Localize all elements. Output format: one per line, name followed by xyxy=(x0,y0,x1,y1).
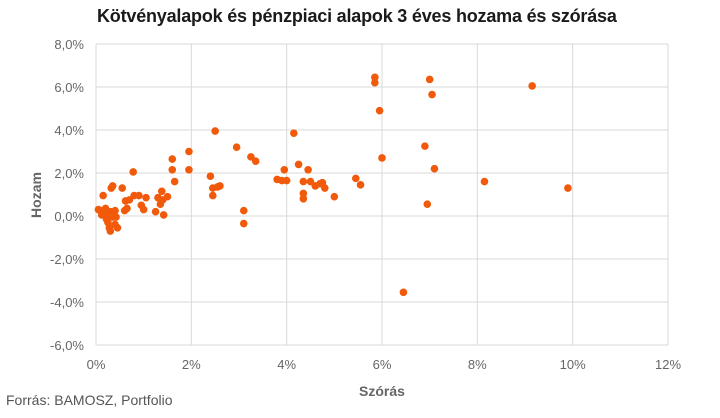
data-point xyxy=(163,192,172,201)
data-point xyxy=(564,184,572,192)
chart-title: Kötvényalapok és pénzpiaci alapok 3 éves… xyxy=(97,6,617,26)
data-point xyxy=(428,90,436,99)
data-point xyxy=(399,288,408,297)
data-point xyxy=(371,73,379,82)
data-point xyxy=(294,160,303,169)
data-point xyxy=(206,172,215,181)
data-point xyxy=(321,184,329,192)
data-point xyxy=(239,219,248,228)
data-point xyxy=(330,192,339,201)
x-tick-label: 2% xyxy=(182,357,201,372)
x-tick-label: 8% xyxy=(468,357,487,372)
data-point xyxy=(351,174,360,183)
y-tick-label: 6,0% xyxy=(54,80,84,95)
data-point xyxy=(299,177,308,186)
x-tick-label: 4% xyxy=(277,357,296,372)
x-tick-label: 6% xyxy=(373,357,392,372)
data-point xyxy=(282,176,291,185)
data-point xyxy=(528,82,536,90)
data-point xyxy=(142,193,150,202)
data-point xyxy=(430,164,439,173)
data-point xyxy=(108,182,117,190)
source-note: Forrás: BAMOSZ, Portfolio xyxy=(6,392,173,408)
y-tick-label: 8,0% xyxy=(54,37,84,52)
data-point xyxy=(280,165,289,174)
data-point xyxy=(299,189,308,198)
data-point xyxy=(99,191,107,200)
data-point xyxy=(139,205,148,214)
data-point xyxy=(299,195,308,203)
data-point xyxy=(304,165,312,174)
data-point xyxy=(102,215,111,224)
data-point xyxy=(108,213,117,221)
data-point xyxy=(123,204,131,213)
data-point xyxy=(185,165,193,174)
data-point xyxy=(185,147,193,156)
data-point xyxy=(232,143,241,151)
y-tick-label: 4,0% xyxy=(54,123,84,138)
data-point xyxy=(135,191,143,200)
y-tick-label: 2,0% xyxy=(54,166,84,181)
data-point xyxy=(211,127,219,135)
data-points xyxy=(94,73,572,297)
data-point xyxy=(251,157,260,165)
data-point xyxy=(208,191,217,200)
y-tick-label: -2,0% xyxy=(50,252,84,267)
data-point xyxy=(106,227,115,235)
x-tick-label: 0% xyxy=(87,357,106,372)
data-point xyxy=(111,206,119,215)
x-axis-title: Szórás xyxy=(359,383,405,399)
y-axis-title: Hozam xyxy=(28,172,44,218)
data-point xyxy=(168,165,177,174)
x-tick-label: 10% xyxy=(560,357,586,372)
data-point xyxy=(170,177,179,186)
data-point xyxy=(157,187,166,196)
x-axis-ticks: 0% 2% 4% 6% 8% 10% 12% xyxy=(87,357,682,372)
data-point xyxy=(480,177,489,186)
data-point xyxy=(239,206,248,215)
data-point xyxy=(378,154,386,162)
data-point xyxy=(151,207,160,216)
y-tick-label: -6,0% xyxy=(50,338,84,353)
data-point xyxy=(159,211,168,219)
data-point xyxy=(425,75,434,84)
data-point xyxy=(290,129,298,138)
data-point xyxy=(168,155,177,163)
y-tick-label: 0,0% xyxy=(54,209,84,224)
data-point xyxy=(423,200,432,208)
data-point xyxy=(129,168,137,176)
data-point xyxy=(371,78,379,87)
data-point xyxy=(421,142,429,150)
y-tick-label: -4,0% xyxy=(50,295,84,310)
data-point xyxy=(375,106,384,115)
y-axis-ticks: 8,0% 6,0% 4,0% 2,0% 0,0% -2,0% -4,0% -6,0% xyxy=(50,37,84,353)
data-point xyxy=(356,181,365,189)
data-point xyxy=(216,182,224,190)
data-point xyxy=(118,184,127,192)
grid-lines xyxy=(95,43,669,346)
x-tick-label: 12% xyxy=(655,357,681,372)
data-point xyxy=(113,224,122,232)
